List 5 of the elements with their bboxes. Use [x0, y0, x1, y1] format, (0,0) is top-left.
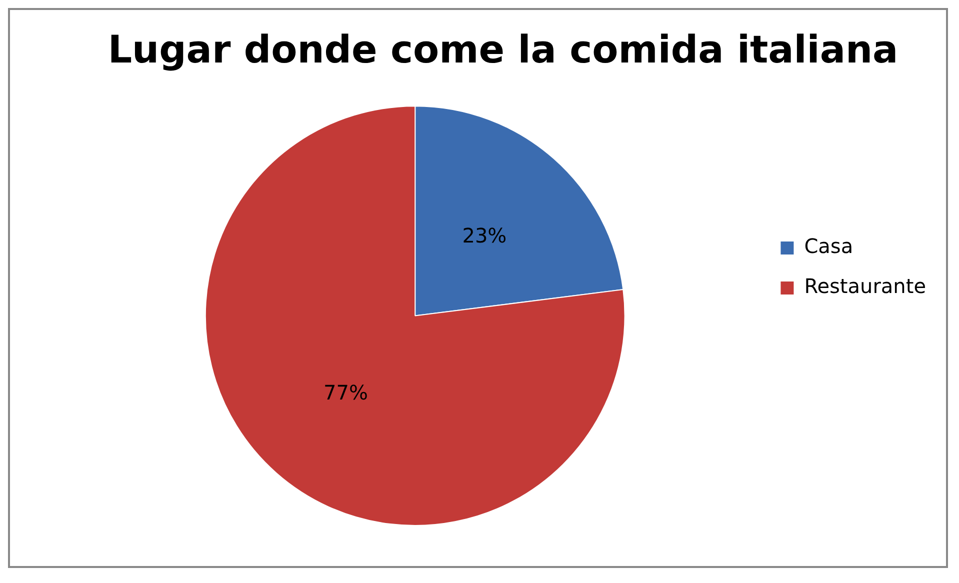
chart-title: Lugar donde come la comida italiana — [108, 28, 898, 72]
legend-label: Restaurante — [804, 274, 926, 298]
legend-label: Casa — [804, 234, 854, 258]
data-label: 77% — [324, 380, 368, 405]
data-label: 23% — [462, 223, 507, 248]
